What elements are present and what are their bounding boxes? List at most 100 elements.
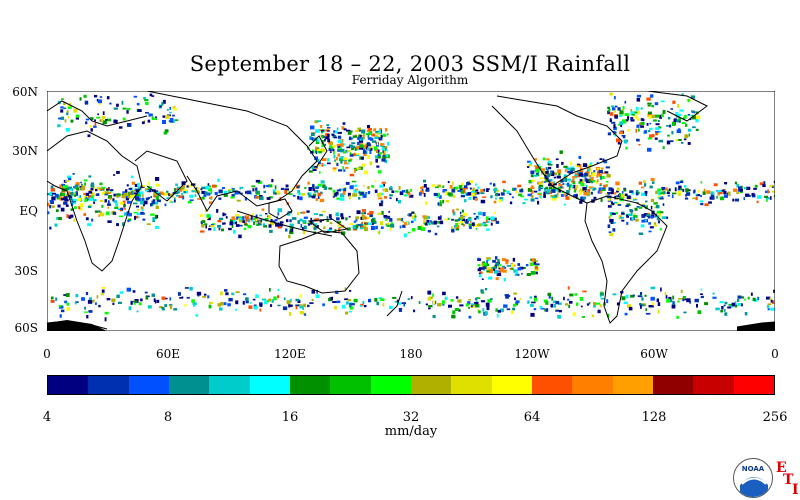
rain-cell: [75, 294, 79, 298]
rain-cell: [80, 187, 85, 191]
rain-cell: [534, 295, 537, 299]
rain-cell: [65, 204, 69, 207]
rain-cell: [588, 175, 591, 178]
rain-cell: [437, 184, 442, 188]
rain-cell: [676, 190, 681, 194]
color-scale-segment: [451, 376, 492, 394]
rain-cell: [439, 202, 442, 207]
rain-cell: [349, 152, 352, 155]
rain-cell: [490, 222, 493, 226]
rain-cell: [204, 208, 207, 212]
rain-cell: [317, 192, 321, 197]
rain-cell: [423, 216, 428, 220]
rain-cell: [646, 123, 649, 126]
rain-cell: [399, 225, 402, 229]
rain-cell: [302, 219, 307, 223]
rain-cell: [423, 222, 426, 225]
rain-cell: [377, 212, 381, 215]
rain-cell: [727, 306, 732, 309]
rain-cell: [677, 139, 682, 141]
rain-cell: [329, 222, 333, 225]
rain-cell: [596, 167, 600, 170]
rain-cell: [454, 186, 459, 190]
rain-cell: [614, 96, 616, 100]
rain-cell: [482, 261, 486, 263]
rain-cell: [84, 306, 86, 310]
rain-cell: [464, 199, 467, 203]
rain-cell: [63, 201, 68, 205]
rain-cell: [522, 202, 526, 205]
rain-cell: [681, 93, 684, 96]
rain-cell: [143, 202, 145, 207]
rain-cell: [650, 296, 655, 301]
rain-cell: [625, 294, 629, 299]
rain-cell: [91, 192, 95, 196]
rain-cell: [348, 195, 351, 200]
rain-cell: [154, 190, 159, 193]
rain-cell: [345, 217, 348, 221]
rain-cell: [292, 195, 296, 197]
rain-cell: [383, 188, 386, 192]
rain-cell: [300, 294, 302, 298]
rain-cell: [353, 152, 356, 157]
rain-cell: [52, 205, 55, 208]
rain-cell: [565, 194, 568, 197]
rain-cell: [741, 303, 743, 307]
rain-cell: [704, 203, 709, 206]
rain-cell: [94, 122, 97, 127]
rain-cell: [360, 137, 364, 141]
rain-cell: [355, 130, 360, 132]
rain-cell: [107, 203, 112, 206]
rain-cell: [323, 136, 325, 138]
rain-cell: [60, 98, 64, 100]
rain-cell: [192, 188, 196, 191]
rain-cell: [696, 115, 701, 120]
rain-cell: [312, 188, 315, 192]
rain-cell: [591, 314, 595, 318]
rain-cell: [267, 215, 269, 218]
rain-cell: [326, 124, 330, 127]
rain-cell: [483, 263, 487, 267]
rain-cell: [78, 196, 81, 200]
rain-cell: [342, 191, 346, 195]
rain-cell: [79, 97, 82, 101]
rain-cell: [579, 167, 583, 170]
rain-cell: [212, 184, 217, 188]
rain-cell: [173, 197, 176, 201]
rain-cell: [378, 152, 383, 155]
rain-cell: [671, 194, 674, 199]
rain-cell: [207, 217, 211, 221]
rain-cell: [389, 227, 392, 231]
rain-cell: [201, 220, 206, 224]
rain-cell: [545, 171, 549, 174]
rain-cell: [325, 129, 329, 132]
rain-cell: [145, 295, 150, 297]
rain-cell: [115, 195, 120, 198]
rain-cell: [123, 204, 126, 207]
rain-cell: [119, 291, 124, 294]
rain-cell: [94, 210, 99, 213]
rain-cell: [345, 149, 349, 153]
rain-cell: [269, 288, 271, 292]
rain-cell: [684, 134, 689, 139]
rain-cell: [451, 314, 456, 319]
rain-cell: [460, 215, 464, 220]
rain-cell: [250, 192, 253, 195]
rain-cell: [620, 125, 623, 128]
rain-cell: [271, 178, 274, 183]
rain-cell: [480, 292, 485, 294]
rain-cell: [255, 191, 259, 194]
noaa-logo-icon: NOAA: [733, 458, 773, 498]
rain-cell: [350, 147, 355, 151]
rain-cell: [367, 191, 371, 195]
rain-cell: [556, 164, 559, 168]
rain-cell: [497, 259, 500, 263]
rain-cell: [84, 198, 87, 202]
rain-cell: [585, 184, 588, 189]
rain-cell: [635, 192, 639, 196]
rain-cell: [644, 205, 648, 210]
rain-cell: [563, 174, 567, 178]
rain-cell: [531, 301, 536, 304]
rain-cell: [548, 186, 553, 189]
rain-cell: [359, 142, 363, 145]
